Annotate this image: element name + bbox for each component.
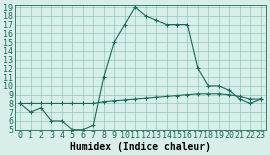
X-axis label: Humidex (Indice chaleur): Humidex (Indice chaleur) [70, 142, 211, 152]
